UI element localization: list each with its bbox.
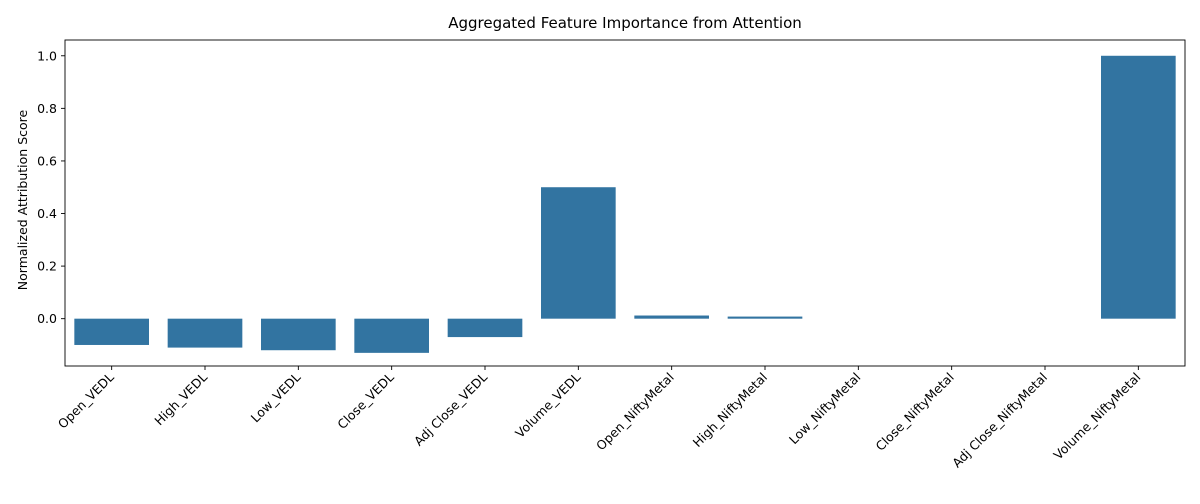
- y-tick-label: 0.2: [37, 259, 57, 274]
- x-tick-label: Close_NiftyMetal: [873, 370, 957, 454]
- x-tick-label: Low_VEDL: [248, 369, 304, 425]
- x-tick-label: Open_VEDL: [55, 369, 117, 431]
- x-tick-label: Volume_NiftyMetal: [1050, 370, 1143, 463]
- bar-adj-close-vedl: [448, 319, 523, 337]
- x-tick-label: Adj Close_VEDL: [411, 369, 490, 448]
- bar-close-vedl: [354, 319, 429, 353]
- bars: [74, 56, 1175, 353]
- x-tick-label: Adj Close_NiftyMetal: [949, 370, 1050, 471]
- y-tick-label: 0.0: [37, 311, 57, 326]
- y-axis-ticks: 0.0 0.2 0.4 0.6 0.8 1.0: [37, 48, 65, 326]
- bar-low-vedl: [261, 319, 336, 351]
- x-tick-label: High_VEDL: [151, 369, 210, 428]
- bar-high-vedl: [168, 319, 243, 348]
- bar-high-niftymetal: [728, 317, 803, 319]
- y-tick-label: 1.0: [37, 48, 57, 63]
- x-tick-label: Low_NiftyMetal: [786, 370, 864, 448]
- y-tick-label: 0.4: [37, 206, 57, 221]
- x-tick-label: Volume_VEDL: [512, 369, 583, 440]
- plot-frame: [65, 40, 1185, 366]
- chart-title: Aggregated Feature Importance from Atten…: [448, 14, 802, 32]
- y-axis-label: Normalized Attribution Score: [15, 109, 30, 290]
- x-tick-label: High_NiftyMetal: [690, 370, 770, 450]
- bar-volume-niftymetal: [1101, 56, 1176, 319]
- bar-volume-vedl: [541, 187, 616, 318]
- bar-open-vedl: [74, 319, 149, 345]
- x-tick-label: Close_VEDL: [334, 369, 396, 431]
- y-tick-label: 0.6: [37, 153, 57, 168]
- x-tick-label: Open_NiftyMetal: [593, 370, 677, 454]
- y-tick-label: 0.8: [37, 101, 57, 116]
- bar-open-niftymetal: [634, 316, 709, 319]
